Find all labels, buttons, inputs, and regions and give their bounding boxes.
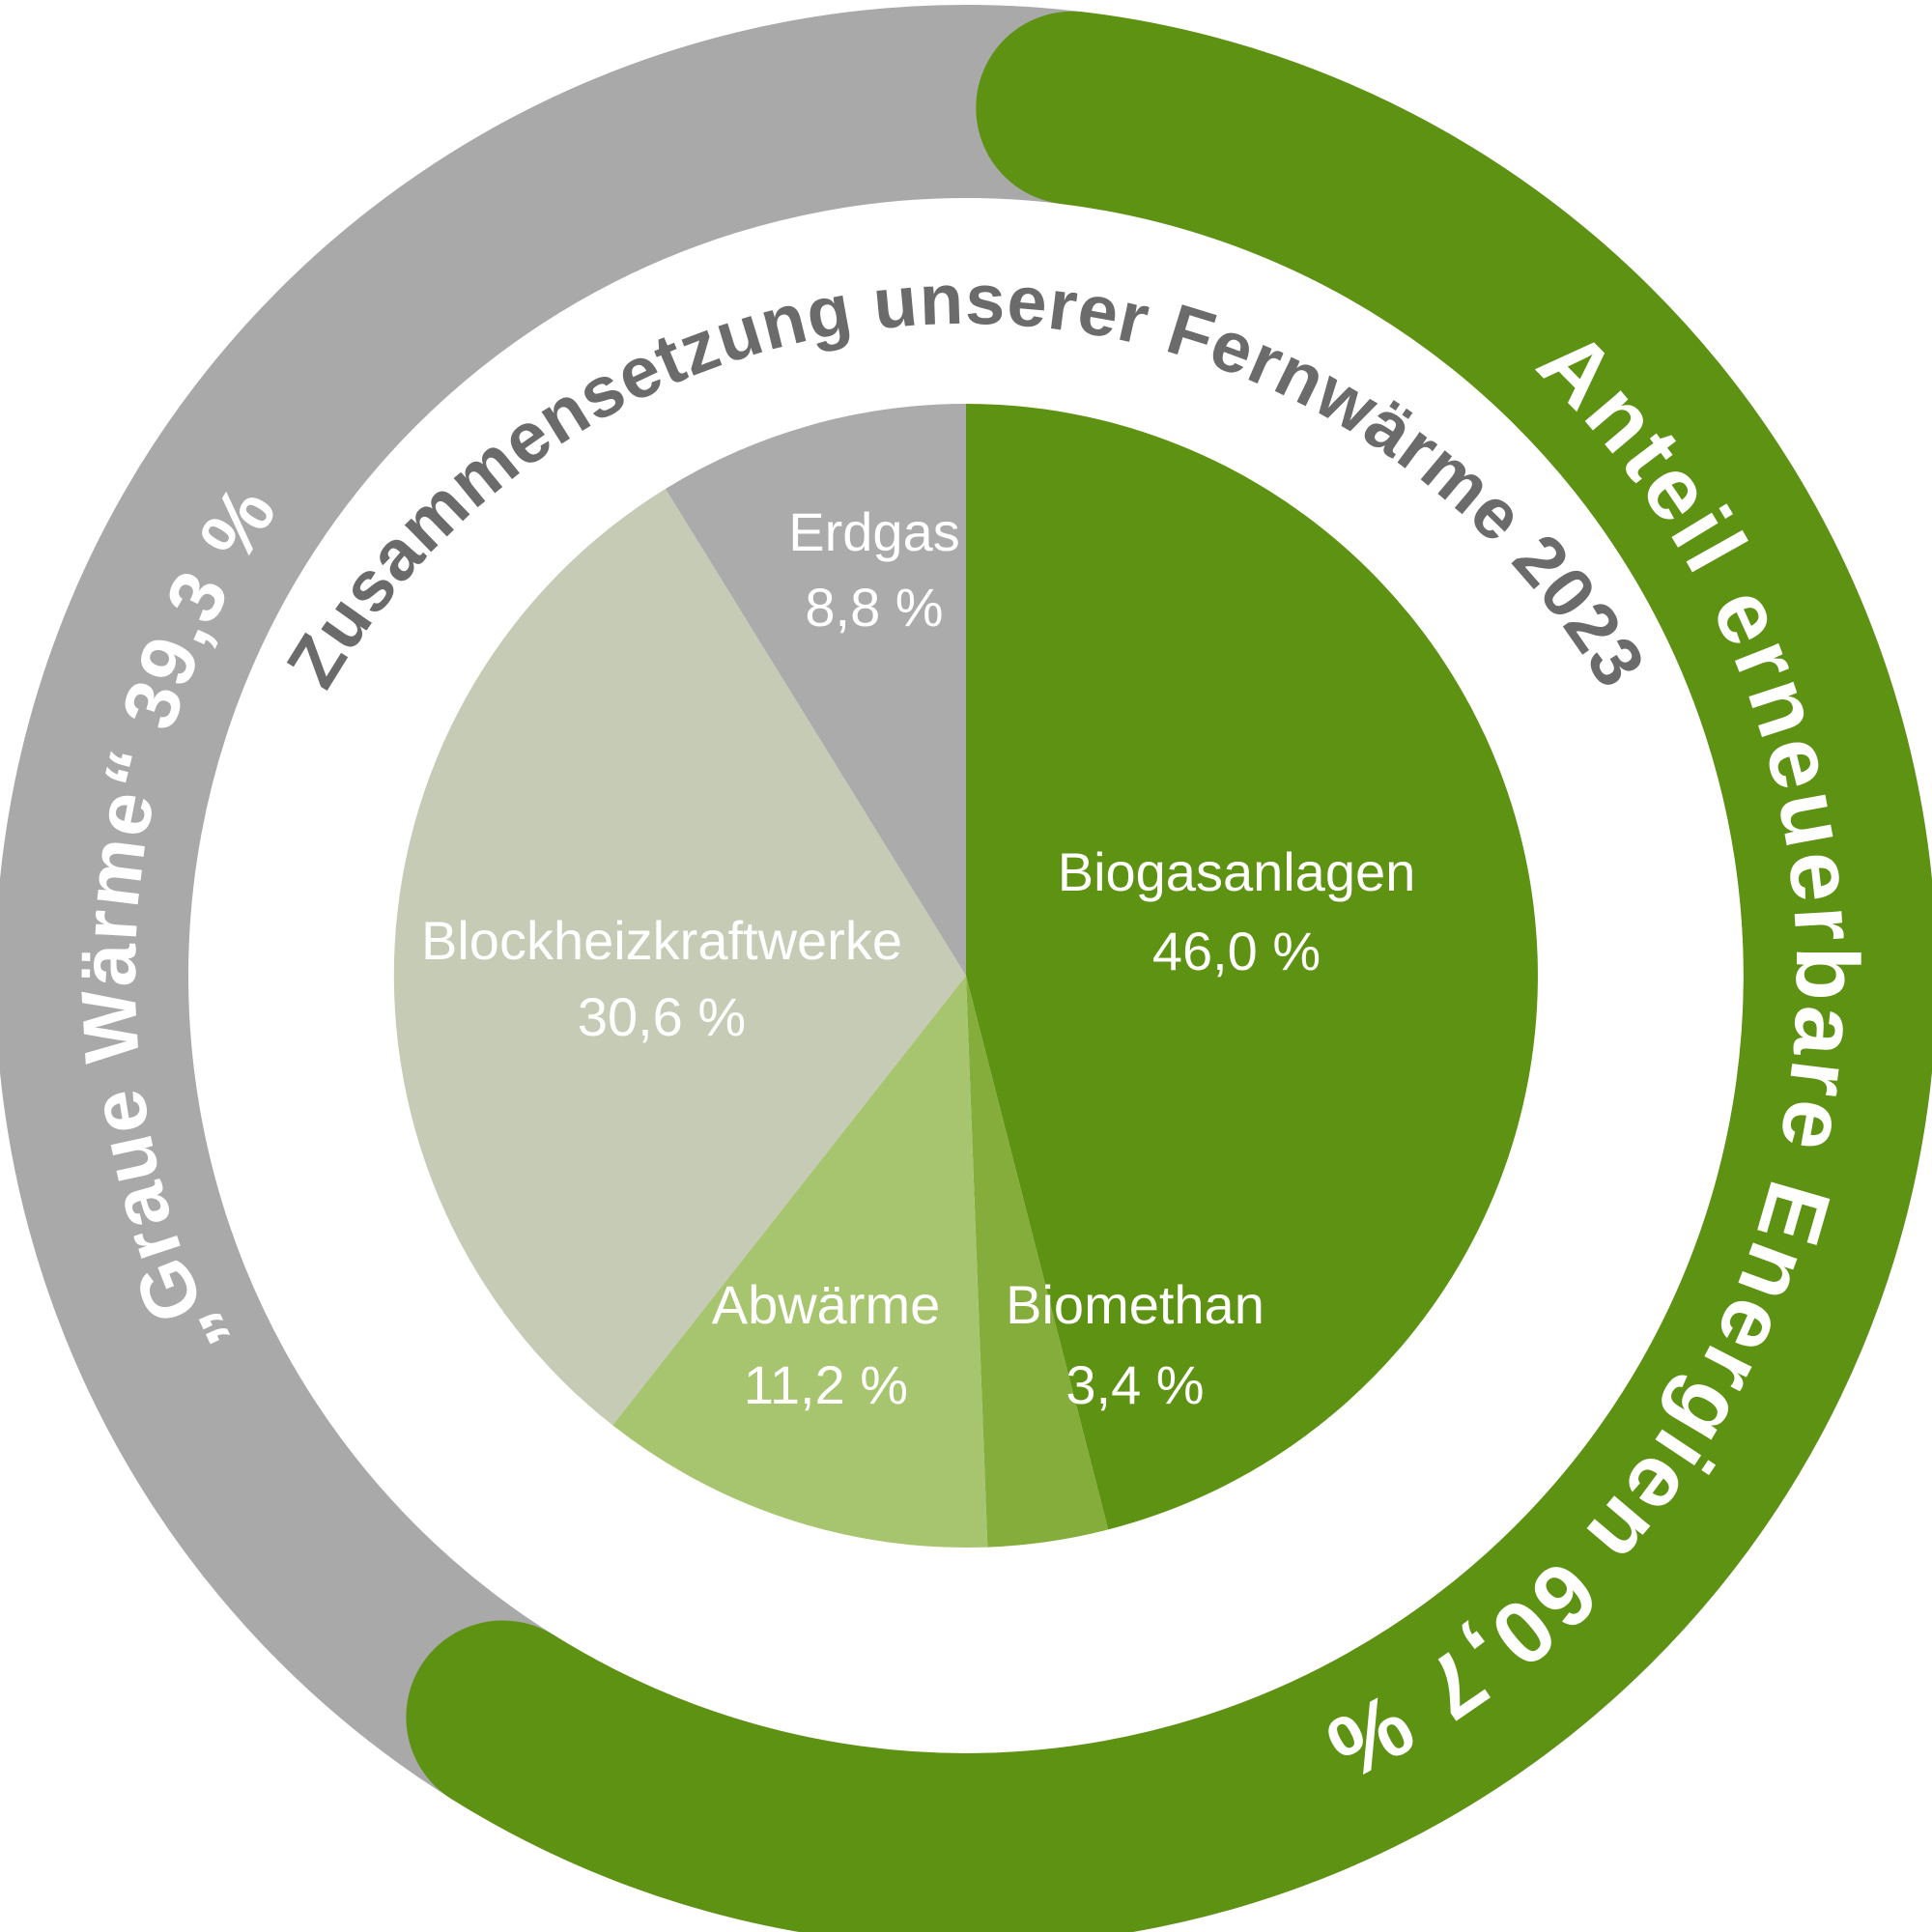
label-blockheizkraftwerke: Blockheizkraftwerke: [421, 910, 902, 971]
pie-labels: Biogasanlagen 46,0 % Biomethan 3,4 % Abw…: [421, 501, 1415, 1415]
label-biomethan: Biomethan: [1006, 1274, 1264, 1335]
pie-slice-erdgas: [665, 403, 966, 976]
pie-slice-biogasanlagen: [966, 404, 1538, 1530]
value-biomethan: 3,4 %: [1065, 1354, 1204, 1415]
label-erdgas: Erdgas: [788, 501, 959, 562]
pie-slice-abwaerme: [612, 976, 988, 1548]
value-blockheizkraftwerke: 30,6 %: [578, 986, 746, 1047]
label-biogasanlagen: Biogasanlagen: [1058, 841, 1416, 902]
pie-slice-biomethan: [966, 976, 1109, 1548]
pie: [393, 403, 1538, 1548]
value-erdgas: 8,8 %: [805, 577, 943, 638]
value-biogasanlagen: 46,0 %: [1152, 921, 1321, 981]
ring-green-segment: [406, 11, 1932, 1932]
value-abwaerme: 11,2 %: [744, 1354, 908, 1415]
pie-slice-blockheizkraftwerke: [393, 489, 966, 1426]
label-abwaerme: Abwärme: [712, 1274, 941, 1335]
